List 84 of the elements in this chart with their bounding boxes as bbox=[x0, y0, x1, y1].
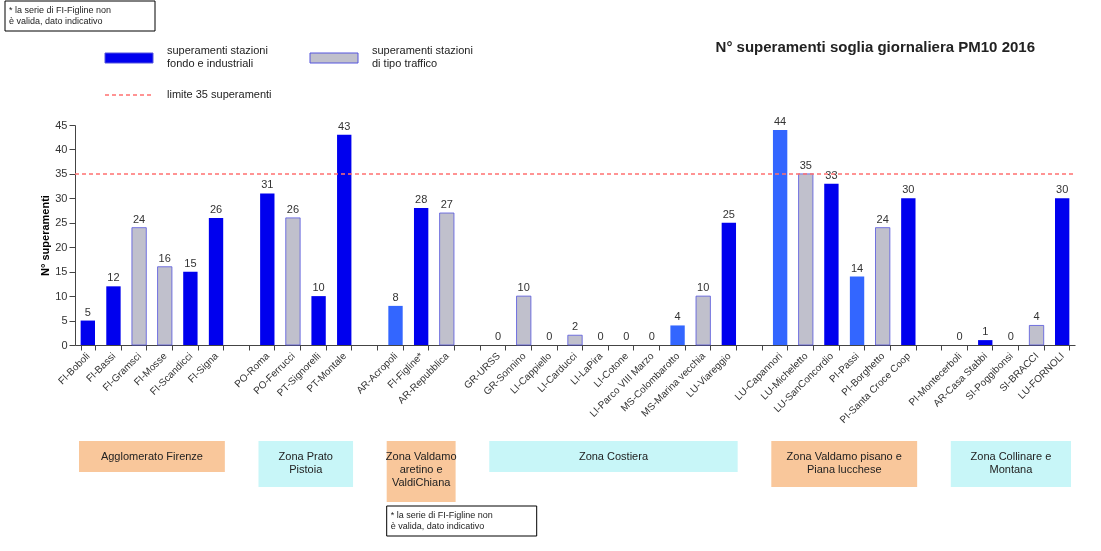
data-label: 35 bbox=[799, 158, 812, 171]
bar bbox=[1028, 325, 1045, 346]
data-label: 33 bbox=[825, 168, 838, 181]
data-label: 2 bbox=[571, 320, 579, 333]
bar bbox=[439, 212, 455, 346]
bar bbox=[413, 208, 429, 345]
data-label: 10 bbox=[697, 281, 710, 294]
data-label: 0 bbox=[648, 330, 655, 342]
data-label: 25 bbox=[722, 207, 735, 220]
y-axis-title: N° superamenti bbox=[39, 195, 52, 276]
data-label: 28 bbox=[415, 193, 428, 206]
bar bbox=[208, 217, 224, 345]
bar bbox=[798, 173, 814, 346]
y-tick-label: 0 bbox=[61, 338, 68, 351]
data-label: 4 bbox=[674, 310, 681, 323]
data-label: 24 bbox=[876, 212, 889, 225]
bar bbox=[875, 227, 891, 346]
data-label: 26 bbox=[286, 202, 300, 215]
text: Agglomerato Firenze bbox=[100, 449, 203, 462]
bar bbox=[824, 183, 839, 345]
legend-label: superamenti stazioni fondo e industriali bbox=[167, 44, 268, 69]
y-tick-label: 45 bbox=[55, 118, 68, 131]
bar bbox=[567, 334, 583, 346]
bar bbox=[721, 222, 737, 345]
data-label: 26 bbox=[209, 202, 223, 215]
data-label: 5 bbox=[84, 305, 91, 318]
text: Zona Prato Pistoia bbox=[278, 449, 333, 475]
bar bbox=[106, 286, 121, 345]
data-label: 27 bbox=[440, 198, 453, 210]
text: * la serie di FI-Figline non è valida, dato indicativo bbox=[9, 5, 112, 26]
bar bbox=[978, 340, 993, 345]
y-tick-label: 20 bbox=[55, 240, 68, 253]
bar bbox=[1055, 198, 1070, 345]
data-label: 1 bbox=[982, 325, 989, 338]
y-tick-label: 30 bbox=[55, 191, 68, 204]
bar bbox=[516, 295, 532, 346]
data-label: 30 bbox=[902, 183, 915, 196]
data-label: 10 bbox=[312, 281, 325, 294]
bar bbox=[131, 227, 147, 346]
data-label: 4 bbox=[1033, 310, 1040, 323]
bar bbox=[695, 295, 711, 346]
chart-title: N° superamenti soglia giornaliera PM10 2016 bbox=[715, 38, 1035, 55]
bar bbox=[311, 296, 326, 345]
bar bbox=[388, 305, 403, 345]
y-tick-label: 5 bbox=[61, 314, 68, 327]
data-label: 0 bbox=[546, 330, 553, 342]
legend-label: limite 35 superamenti bbox=[167, 88, 272, 100]
data-label: 30 bbox=[1056, 183, 1069, 196]
data-label: 8 bbox=[392, 290, 399, 303]
data-label: 0 bbox=[1007, 330, 1014, 342]
data-label: 10 bbox=[517, 281, 530, 294]
bar bbox=[285, 217, 301, 346]
bar bbox=[157, 266, 173, 346]
y-tick-label: 10 bbox=[55, 289, 68, 302]
y-tick-label: 15 bbox=[55, 265, 68, 278]
data-label: 16 bbox=[158, 251, 171, 264]
data-label: 43 bbox=[338, 119, 351, 132]
data-label: 14 bbox=[850, 261, 864, 274]
text: Zona Valdamo aretino e ValdiChiana bbox=[385, 449, 457, 488]
bar bbox=[849, 276, 865, 345]
y-tick-label: 35 bbox=[55, 167, 68, 180]
text: Zona Collinare e Montana bbox=[970, 449, 1052, 475]
bar bbox=[260, 193, 275, 345]
data-label: 24 bbox=[132, 212, 146, 225]
data-label: 0 bbox=[597, 330, 604, 342]
y-tick-label: 25 bbox=[55, 216, 68, 229]
text: * la serie di FI-Figline non è valida, dato indicativo bbox=[390, 510, 493, 531]
data-label: 12 bbox=[107, 271, 120, 284]
data-label: 31 bbox=[261, 178, 274, 191]
data-label: 0 bbox=[623, 330, 630, 342]
data-label: 44 bbox=[774, 114, 787, 127]
bar bbox=[772, 129, 788, 345]
bar bbox=[183, 271, 198, 345]
bar bbox=[901, 198, 916, 345]
text: Zona Costiera bbox=[578, 449, 649, 462]
legend-label: superamenti stazioni di tipo traffico bbox=[372, 44, 473, 69]
y-tick-label: 40 bbox=[55, 142, 68, 155]
bar bbox=[337, 134, 352, 345]
bar bbox=[670, 325, 685, 345]
data-label: 0 bbox=[956, 330, 963, 342]
data-label: 15 bbox=[184, 256, 197, 269]
bar bbox=[80, 320, 95, 345]
text: Zona Valdamo pisano e Piana lucchese bbox=[786, 449, 902, 475]
data-label: 0 bbox=[495, 330, 502, 342]
